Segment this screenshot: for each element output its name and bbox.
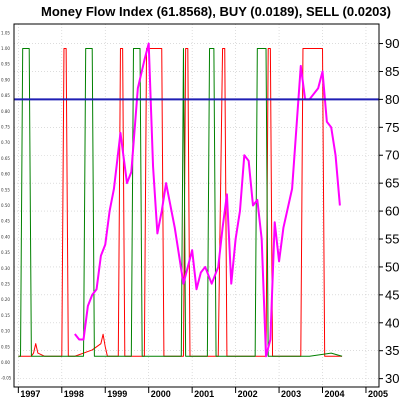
right-tick-label: 45: [385, 287, 399, 302]
right-tick-label: 90: [385, 36, 399, 51]
left-tick-label: 0.15: [1, 313, 10, 318]
right-tick-label: 60: [385, 204, 399, 219]
left-tick-label: 0.55: [1, 187, 10, 192]
left-tick-label: 0.90: [1, 77, 10, 82]
left-tick-label: 0.60: [1, 172, 10, 177]
right-tick-label: 55: [385, 232, 399, 247]
left-tick-label: 0.95: [1, 62, 10, 67]
plot-frame: [13, 23, 380, 388]
left-tick-label: 1.05: [1, 30, 10, 35]
x-tick-label: 2000: [151, 389, 171, 399]
right-tick-label: 50: [385, 259, 399, 274]
x-tick-label: 2003: [281, 389, 301, 399]
left-tick-label: 0.85: [1, 93, 10, 98]
left-tick-label: 0.65: [1, 156, 10, 161]
right-tick-label: 35: [385, 343, 399, 358]
x-tick-label: 2004: [325, 389, 345, 399]
right-tick-label: 75: [385, 120, 399, 135]
left-tick-label: 0.80: [1, 109, 10, 114]
x-tick-label: 1999: [107, 389, 127, 399]
left-axis: -0.05 0.00 0.05 0.10 0.15 0.20 0.25 0.30 0.35 0.4…: [1, 30, 12, 380]
x-axis: 1997 1998 1999 2000 2001 2002 2003 2004 2005: [17, 387, 388, 399]
mfi-line: [74, 42, 341, 358]
left-tick-label: 0.45: [1, 219, 10, 224]
x-tick-label: 1998: [64, 389, 84, 399]
right-tick-label: 65: [385, 176, 399, 191]
left-tick-label: 1.00: [1, 46, 10, 51]
left-tick-label: 0.10: [1, 329, 10, 334]
right-tick-label: 40: [385, 315, 399, 330]
left-tick-label: 0.50: [1, 203, 10, 208]
right-tick-label: 80: [385, 92, 399, 107]
left-tick-label: 0.75: [1, 124, 10, 129]
x-tick-label: 2005: [368, 389, 388, 399]
left-tick-label: -0.05: [1, 376, 12, 381]
right-tick-label: 30: [385, 371, 399, 386]
x-tick-label: 1997: [20, 389, 40, 399]
chart-title: Money Flow Index (61.8568), BUY (0.0189)…: [41, 4, 391, 19]
left-tick-label: 0.05: [1, 344, 10, 349]
x-tick-label: 2001: [194, 389, 214, 399]
left-tick-label: 0.70: [1, 140, 10, 145]
right-tick-label: 85: [385, 64, 399, 79]
left-tick-label: 0.40: [1, 234, 10, 239]
left-tick-label: 0.00: [1, 360, 10, 365]
left-tick-label: 0.35: [1, 250, 10, 255]
x-tick-label: 2002: [238, 389, 258, 399]
left-tick-label: 0.25: [1, 282, 10, 287]
right-tick-label: 70: [385, 148, 399, 163]
right-axis: 30 35 40 45 50 55 60 65 70 75 80 85 90: [379, 36, 399, 386]
left-tick-label: 0.20: [1, 297, 10, 302]
left-tick-label: 0.30: [1, 266, 10, 271]
